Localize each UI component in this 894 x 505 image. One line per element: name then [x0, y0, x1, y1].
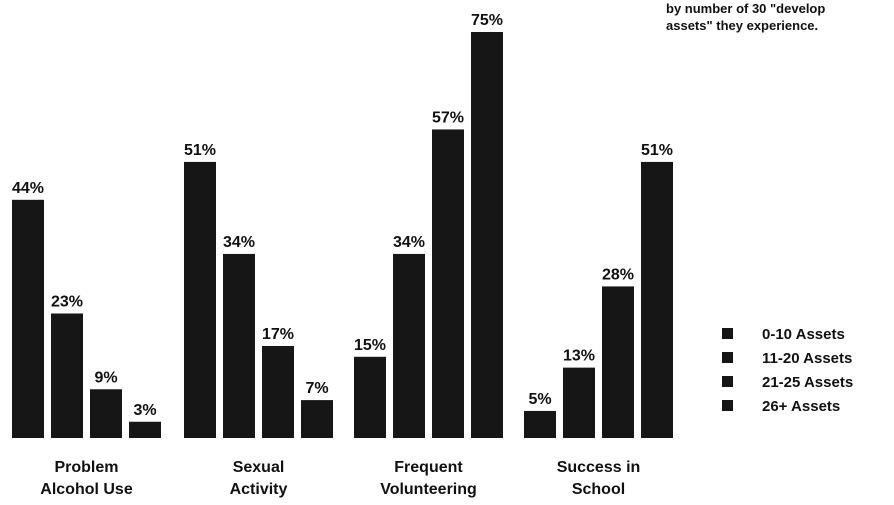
bar-3-4	[471, 32, 503, 438]
category-label: Frequent	[394, 459, 463, 476]
bars-layer	[12, 32, 673, 439]
category-label: Activity	[230, 481, 288, 498]
category-label: School	[572, 481, 625, 498]
bar-2-2	[223, 253, 255, 438]
legend-label: 11-20 Assets	[762, 350, 852, 367]
bar-value-label: 57%	[432, 109, 464, 126]
category-label: Success in	[557, 459, 641, 476]
bar-2-1	[184, 161, 216, 439]
bar-4-2	[563, 367, 595, 438]
legend-swatch	[722, 400, 733, 411]
bar-value-label: 75%	[471, 12, 503, 29]
legend-label: 0-10 Assets	[762, 326, 845, 343]
category-label: Volunteering	[380, 481, 477, 498]
bar-value-label: 5%	[528, 391, 551, 408]
bar-value-label: 51%	[184, 142, 216, 159]
legend: 0-10 Assets 11-20 Assets 21-25 Assets 26+ A…	[722, 326, 853, 415]
bar-value-label: 7%	[305, 380, 328, 397]
bar-value-label: 17%	[262, 326, 294, 343]
bar-value-label: 44%	[12, 180, 44, 197]
bar-3-3	[432, 129, 464, 438]
bar-value-label: 28%	[602, 266, 634, 283]
bar-1-2	[51, 313, 83, 438]
category-labels-layer: Problem Alcohol Use Sexual Activity Frequent…	[40, 459, 640, 498]
bar-3-2	[393, 253, 425, 438]
category-label: Problem	[54, 459, 118, 476]
bar-2-3	[262, 345, 294, 438]
legend-swatch	[722, 352, 733, 363]
category-label: Alcohol Use	[40, 481, 133, 498]
bar-2-4	[301, 400, 333, 438]
legend-swatch	[722, 376, 733, 387]
bar-value-label: 23%	[51, 293, 83, 310]
legend-swatch	[722, 328, 733, 339]
bar-value-label: 13%	[563, 348, 595, 365]
bar-value-label: 51%	[641, 142, 673, 159]
legend-label: 26+ Assets	[762, 398, 840, 415]
caption-line-1: by number of 30 "develop	[666, 1, 826, 16]
bar-value-label: 3%	[133, 402, 156, 419]
value-labels-layer: 44% 23% 9% 3% 51% 34% 17% 7% 15% 34% 57% 75% 5% 13% 28…	[12, 12, 673, 419]
bar-value-label: 34%	[393, 234, 425, 251]
bar-4-3	[602, 286, 634, 438]
bar-1-3	[90, 389, 122, 438]
bar-1-4	[129, 421, 161, 438]
bar-value-label: 34%	[223, 234, 255, 251]
category-label: Sexual	[233, 459, 285, 476]
bar-1-1	[12, 199, 44, 438]
bar-4-1	[524, 410, 556, 438]
bar-value-label: 9%	[94, 369, 117, 386]
bar-value-label: 15%	[354, 337, 386, 354]
caption-line-2: assets" they experience.	[666, 18, 819, 33]
legend-label: 21-25 Assets	[762, 374, 853, 391]
bar-3-1	[354, 356, 386, 438]
bar-4-4	[641, 161, 673, 439]
caption-text: by number of 30 "develop assets" they ex…	[666, 0, 825, 34]
